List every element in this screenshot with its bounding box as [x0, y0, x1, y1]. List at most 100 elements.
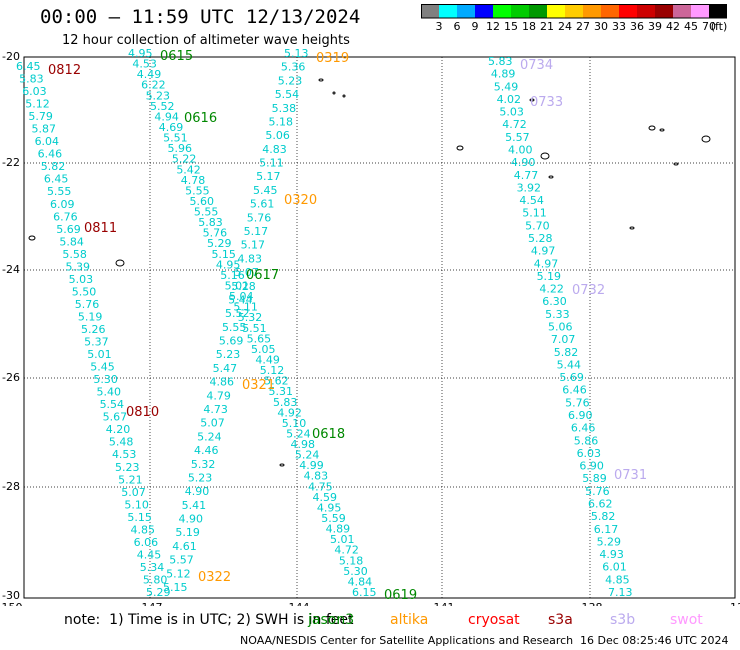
wave-height-value: 6.62: [588, 498, 613, 511]
wave-height-value: 4.46: [194, 444, 219, 457]
wave-height-value: 5.34: [140, 561, 165, 574]
wave-height-value: 5.32: [238, 311, 263, 324]
wave-height-value: 6.30: [542, 295, 567, 308]
wave-height-value: 5.57: [505, 131, 529, 144]
wave-height-value: 6.03: [22, 85, 47, 98]
island-outline: [456, 145, 464, 151]
wave-height-value: 5.22: [172, 153, 197, 166]
wave-height-value: 5.28: [231, 280, 256, 293]
wave-height-value: 5.76: [203, 227, 228, 240]
wave-height-value: 5.01: [225, 280, 250, 293]
wave-height-value: 5.55: [194, 206, 219, 219]
wave-height-value: 4.95: [317, 501, 342, 514]
wave-height-value: 4.89: [491, 68, 516, 81]
wave-height-value: 5.26: [81, 323, 106, 336]
wave-height-value: 5.62: [264, 375, 289, 388]
wave-height-value: 5.23: [278, 74, 303, 87]
mission-cryosat: cryosat: [468, 612, 520, 628]
wave-height-value: 5.60: [189, 195, 214, 208]
island-outline: [629, 226, 635, 230]
wave-height-value: 6.46: [571, 422, 596, 435]
wave-height-value: 4.98: [291, 438, 316, 451]
wave-height-value: 4.73: [203, 403, 228, 416]
map-frame: [23, 56, 736, 599]
wave-height-value: 4.00: [508, 144, 533, 157]
credit-line: NOAA/NESDIS Center for Satellite Applica…: [240, 634, 574, 647]
island-outline: [529, 98, 535, 102]
wave-height-value: 6.90: [579, 460, 604, 473]
wave-height-value: 5.40: [96, 386, 121, 399]
longitude-tick-label: -147: [138, 601, 163, 606]
pass-id-label: 0321: [242, 378, 275, 393]
wave-height-value: 5.15: [211, 248, 236, 261]
wave-height-value: 3.92: [517, 181, 542, 194]
wave-height-value: 7.13: [608, 586, 633, 599]
pass-id-label: 0732: [572, 283, 605, 298]
pass-id-label: 0734: [520, 58, 553, 73]
wave-height-value: 4.90: [511, 156, 536, 169]
color-swatch: [511, 4, 529, 18]
color-scale-tick: 18: [522, 20, 536, 33]
wave-height-value: 6.22: [141, 79, 166, 92]
pass-id-label: 0617: [246, 268, 279, 283]
wave-height-value: 6.76: [53, 210, 77, 223]
color-swatch: [565, 4, 583, 18]
wave-height-value: 5.42: [176, 163, 201, 176]
wave-height-value: 5.82: [554, 346, 579, 359]
island-outline: [648, 125, 656, 131]
wave-height-value: 5.54: [275, 88, 300, 101]
pass-id-label: 0733: [530, 95, 563, 110]
wave-height-value: 5.23: [188, 471, 213, 484]
color-scale-tick: 33: [612, 20, 626, 33]
wave-height-value: 4.90: [179, 513, 204, 526]
wave-height-value: 5.30: [93, 373, 118, 386]
wave-height-value: 5.76: [565, 396, 590, 409]
wave-height-value: 4.83: [304, 470, 329, 483]
wave-height-value: 4.94: [154, 110, 179, 123]
color-swatch: [421, 4, 439, 18]
wave-height-value: 5.69: [56, 223, 81, 236]
color-scale-tick: 36: [630, 20, 644, 33]
wave-height-value: 4.20: [106, 423, 131, 436]
wave-height-value: 5.19: [537, 270, 562, 283]
wave-height-value: 4.86: [210, 376, 235, 389]
latitude-tick-label: -24: [2, 263, 20, 276]
color-swatch: [619, 4, 637, 18]
wave-height-value: 4.53: [132, 58, 157, 71]
wave-height-value: 5.41: [182, 499, 207, 512]
color-swatch: [493, 4, 511, 18]
wave-height-value: 5.29: [146, 586, 171, 599]
wave-height-value: 4.22: [539, 283, 564, 296]
wave-height-value: 6.17: [594, 523, 619, 536]
wave-height-value: 5.59: [321, 512, 346, 525]
wave-height-value: 5.55: [47, 185, 71, 198]
wave-height-value: 5.24: [286, 427, 311, 440]
map-title: 00:00 – 11:59 UTC 12/13/2024: [40, 6, 361, 28]
wave-height-value: 5.07: [200, 417, 225, 430]
color-swatch: [439, 4, 457, 18]
wave-height-value: 5.15: [163, 581, 188, 594]
wave-height-value: 4.99: [299, 459, 324, 472]
latitude-tick-label: -26: [2, 371, 20, 384]
wave-height-value: 4.54: [519, 194, 544, 207]
wave-height-value: 5.23: [115, 461, 140, 474]
wave-height-value: 6.46: [38, 148, 63, 161]
wave-height-value: 5.37: [84, 336, 109, 349]
wave-height-value: 4.78: [181, 174, 206, 187]
island-outline: [659, 128, 665, 132]
color-scale-tick: 6: [454, 20, 461, 33]
wave-height-value: 5.96: [168, 142, 193, 155]
wave-height-value: 5.44: [557, 358, 582, 371]
wave-height-value: 4.75: [308, 480, 333, 493]
color-swatch: [637, 4, 655, 18]
island-outline: [540, 152, 550, 160]
wave-height-value: 5.21: [118, 473, 142, 486]
wave-height-value: 5.79: [28, 110, 52, 123]
wave-height-value: 4.90: [185, 485, 210, 498]
wave-height-value: 4.95: [216, 258, 241, 271]
wave-height-value: 6.46: [562, 384, 587, 397]
wave-height-value: 5.12: [166, 567, 191, 580]
wave-height-value: 5.50: [72, 285, 97, 298]
wave-height-value: 5.07: [234, 266, 259, 279]
island-outline: [115, 259, 125, 267]
